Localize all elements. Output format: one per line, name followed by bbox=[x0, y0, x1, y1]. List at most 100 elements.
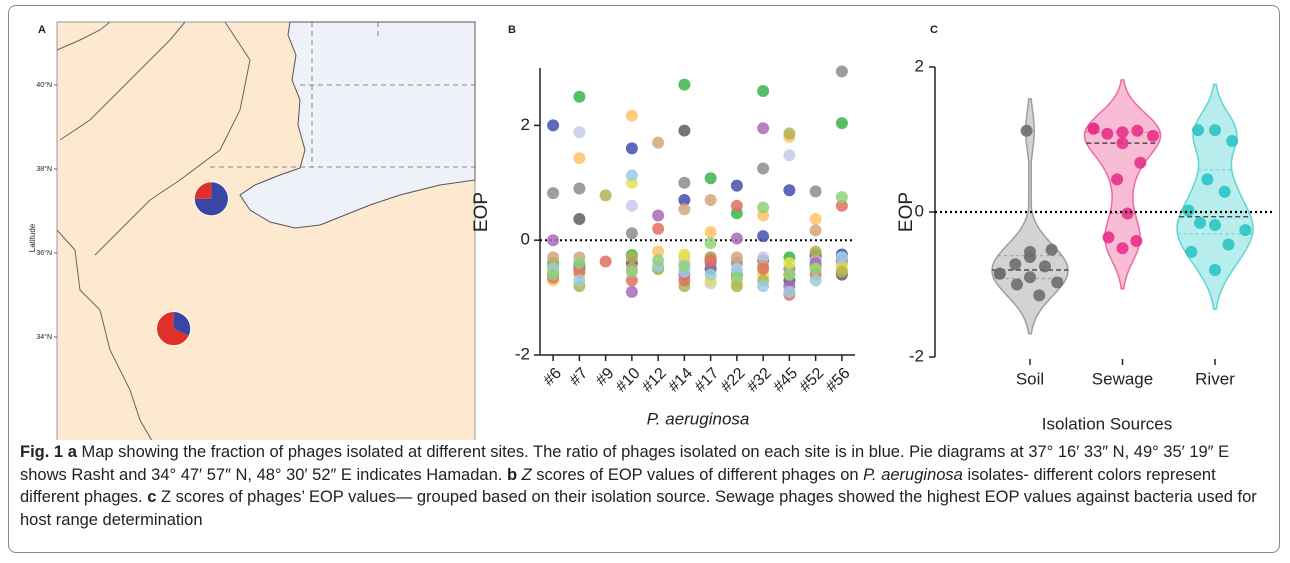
data-point bbox=[547, 268, 560, 281]
data-point bbox=[757, 162, 770, 175]
x-tick-label: #22 bbox=[718, 365, 749, 396]
data-point bbox=[625, 274, 638, 287]
data-point bbox=[1116, 242, 1129, 255]
data-point bbox=[547, 119, 560, 132]
y-tick-label: 40°N bbox=[36, 81, 52, 89]
figure-panels: A46°E48°E50°E52°E54°E34°N36°N38°N40°NLon… bbox=[28, 21, 1272, 440]
data-point bbox=[1020, 124, 1033, 137]
data-point bbox=[835, 191, 848, 204]
data-point bbox=[1045, 243, 1058, 256]
data-point bbox=[1116, 137, 1129, 150]
data-point bbox=[783, 127, 796, 140]
data-point bbox=[1218, 185, 1231, 198]
caption-text: isolates- different colors represent dif… bbox=[20, 465, 1216, 507]
x-tick-label: River bbox=[1195, 369, 1235, 388]
x-tick-label: #52 bbox=[797, 365, 828, 396]
data-point bbox=[1033, 289, 1046, 302]
pie-slice bbox=[194, 181, 212, 199]
data-point bbox=[1087, 122, 1100, 135]
figure-frame bbox=[8, 5, 1280, 553]
y-axis-label: EOP bbox=[471, 192, 492, 232]
caption-text: scores of EOP values of different phages… bbox=[531, 465, 864, 484]
y-axis-label: Latitude bbox=[28, 223, 37, 252]
data-point bbox=[573, 126, 586, 139]
y-tick-label: 2 bbox=[521, 115, 530, 134]
data-point bbox=[1039, 260, 1052, 273]
data-point bbox=[809, 212, 822, 225]
data-point bbox=[809, 224, 822, 237]
x-tick-label: #10 bbox=[613, 365, 644, 396]
data-point bbox=[783, 149, 796, 162]
data-point bbox=[783, 257, 796, 270]
data-point bbox=[547, 234, 560, 247]
data-point bbox=[704, 172, 717, 185]
data-point bbox=[573, 90, 586, 103]
data-point bbox=[730, 179, 743, 192]
data-point bbox=[993, 267, 1006, 280]
map-sea bbox=[239, 21, 476, 229]
x-tick-label: #32 bbox=[744, 365, 775, 396]
data-point bbox=[1209, 264, 1221, 276]
x-tick-label: #17 bbox=[692, 365, 723, 396]
data-point bbox=[678, 194, 691, 207]
data-point bbox=[625, 199, 638, 212]
data-point bbox=[625, 109, 638, 122]
map-region-lines bbox=[210, 22, 475, 168]
y-axis-label: EOP bbox=[896, 192, 917, 232]
data-point bbox=[573, 182, 586, 195]
data-point bbox=[783, 184, 796, 197]
x-tick-label: Sewage bbox=[1092, 369, 1153, 388]
data-point bbox=[573, 152, 586, 165]
data-point bbox=[652, 136, 665, 149]
violin bbox=[1083, 79, 1162, 290]
data-point bbox=[625, 285, 638, 298]
data-point bbox=[757, 251, 770, 264]
data-point bbox=[704, 237, 717, 250]
data-point bbox=[1239, 224, 1252, 237]
data-point bbox=[704, 194, 717, 207]
data-point bbox=[835, 65, 848, 78]
x-axis-label: Isolation Sources bbox=[1042, 414, 1172, 433]
data-point bbox=[625, 227, 638, 240]
x-tick-label: #7 bbox=[567, 365, 592, 390]
data-point bbox=[1226, 134, 1239, 147]
data-point bbox=[1182, 204, 1195, 217]
x-tick-label: #56 bbox=[823, 365, 854, 396]
data-point bbox=[809, 185, 822, 198]
data-point bbox=[1191, 124, 1204, 137]
panel-label: A bbox=[38, 24, 46, 36]
x-tick-label: #12 bbox=[639, 365, 670, 396]
data-point bbox=[1111, 173, 1124, 186]
data-point bbox=[1201, 173, 1214, 186]
caption-text: a bbox=[67, 443, 77, 461]
y-tick-label: 38°N bbox=[36, 165, 52, 173]
data-point bbox=[1116, 126, 1129, 139]
data-point bbox=[1222, 238, 1235, 251]
x-tick-label: #45 bbox=[770, 365, 801, 396]
data-point bbox=[1131, 124, 1144, 137]
data-point bbox=[783, 285, 796, 298]
y-tick-label: 34°N bbox=[36, 333, 52, 341]
data-point bbox=[1130, 235, 1143, 247]
data-point bbox=[1101, 127, 1114, 140]
data-point bbox=[678, 176, 691, 189]
data-point bbox=[730, 199, 743, 212]
x-axis-label: P. aeruginosa bbox=[647, 409, 750, 428]
pie-slice bbox=[156, 311, 189, 346]
data-point bbox=[1185, 245, 1198, 258]
x-tick-label: #6 bbox=[540, 365, 565, 390]
data-point bbox=[599, 189, 612, 202]
x-tick-label: Soil bbox=[1016, 369, 1044, 388]
data-point bbox=[573, 212, 586, 225]
data-point bbox=[678, 248, 691, 261]
data-point bbox=[809, 245, 822, 258]
data-point bbox=[835, 117, 848, 130]
data-point bbox=[730, 232, 743, 245]
data-point bbox=[573, 265, 586, 278]
data-point bbox=[652, 209, 665, 222]
data-point bbox=[573, 257, 586, 270]
data-point bbox=[599, 255, 612, 268]
data-point bbox=[704, 254, 717, 267]
data-point bbox=[1121, 207, 1134, 220]
data-point bbox=[678, 124, 691, 137]
